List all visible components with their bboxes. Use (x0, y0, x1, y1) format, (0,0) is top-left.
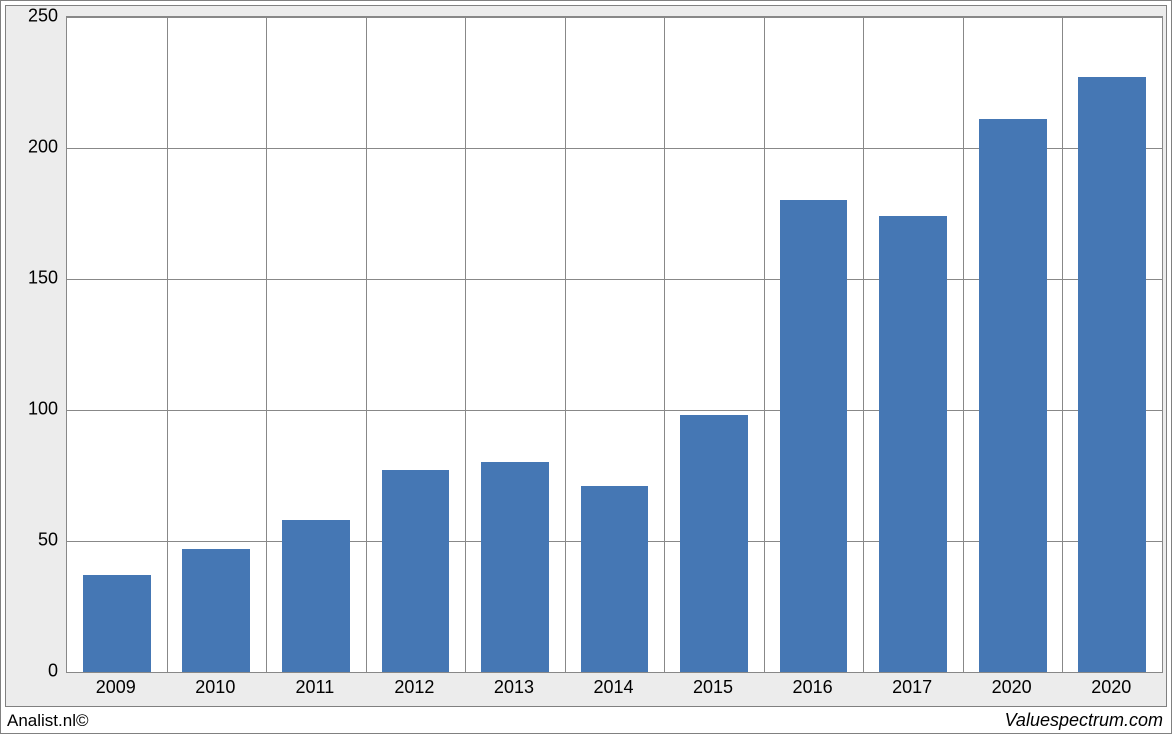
chart-inner-frame: 0 50 100 150 200 250 2009 2010 2011 2012 2013 2014… (5, 5, 1167, 707)
x-tick-label: 2013 (494, 677, 534, 698)
y-tick-label: 150 (6, 268, 58, 289)
x-tick-label: 2014 (593, 677, 633, 698)
gridline-vertical (963, 17, 964, 672)
bar (979, 119, 1047, 672)
bar (182, 549, 250, 672)
y-tick-label: 50 (6, 530, 58, 551)
plot-area (66, 16, 1163, 673)
gridline-vertical (664, 17, 665, 672)
bar (382, 470, 450, 672)
gridline-vertical (465, 17, 466, 672)
bar (879, 216, 947, 672)
x-tick-label: 2020 (992, 677, 1032, 698)
bar (1078, 77, 1146, 672)
gridline-vertical (167, 17, 168, 672)
x-tick-label: 2016 (793, 677, 833, 698)
footer-left-credit: Analist.nl© (7, 711, 89, 731)
footer-right-credit: Valuespectrum.com (1005, 710, 1163, 731)
x-tick-label: 2011 (296, 677, 335, 698)
gridline-vertical (764, 17, 765, 672)
y-tick-label: 0 (6, 661, 58, 682)
y-tick-label: 200 (6, 137, 58, 158)
gridline-vertical (266, 17, 267, 672)
bar (481, 462, 549, 672)
bar (680, 415, 748, 672)
gridline-horizontal (67, 17, 1162, 18)
y-tick-label: 250 (6, 6, 58, 27)
bar (581, 486, 649, 672)
x-tick-label: 2020 (1091, 677, 1131, 698)
bar (282, 520, 350, 672)
y-tick-label: 100 (6, 399, 58, 420)
gridline-vertical (863, 17, 864, 672)
x-tick-label: 2015 (693, 677, 733, 698)
x-tick-label: 2012 (394, 677, 434, 698)
gridline-vertical (565, 17, 566, 672)
bar (780, 200, 848, 672)
x-tick-label: 2009 (96, 677, 136, 698)
x-tick-label: 2017 (892, 677, 932, 698)
gridline-vertical (366, 17, 367, 672)
x-tick-label: 2010 (195, 677, 235, 698)
bar (83, 575, 151, 672)
chart-outer: 0 50 100 150 200 250 2009 2010 2011 2012 2013 2014… (0, 0, 1172, 734)
gridline-vertical (1062, 17, 1063, 672)
